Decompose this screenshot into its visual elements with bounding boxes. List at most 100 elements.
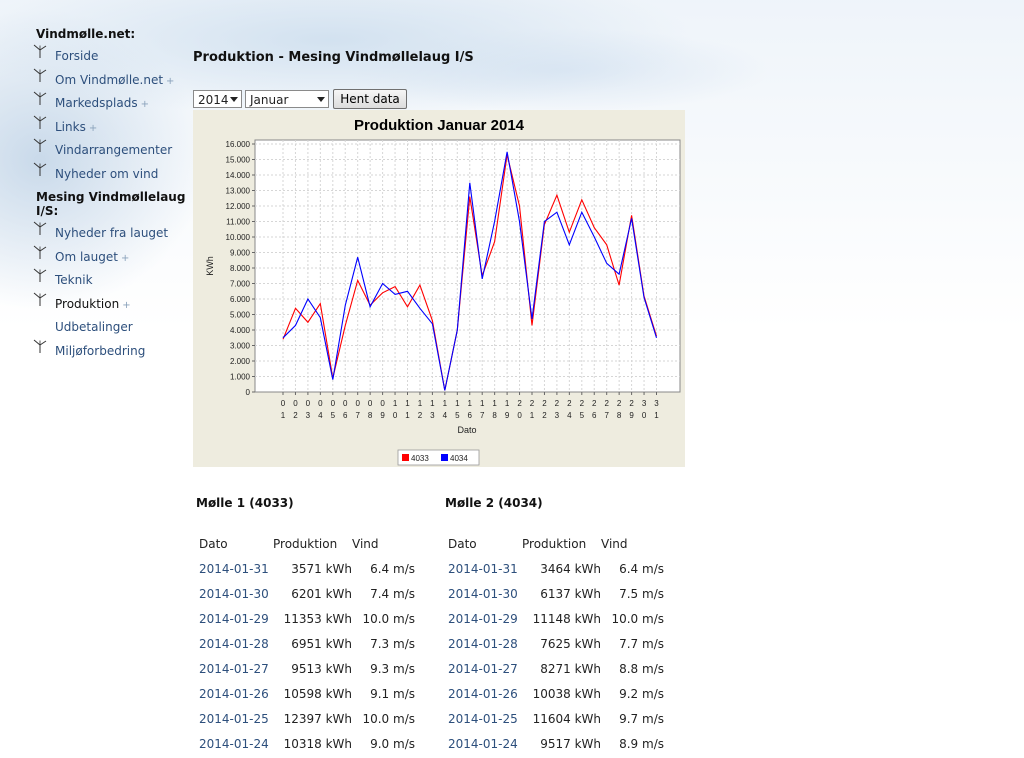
date-link[interactable]: 2014-01-25 <box>199 711 269 726</box>
sidebar-item-label[interactable]: Nyheder om vind <box>55 166 159 181</box>
sidebar-item-milj-forbedring[interactable]: Miljøforbedring <box>33 339 196 366</box>
sidebar-item-label[interactable]: Om Vindmølle.net <box>55 72 164 87</box>
sidebar-item-label[interactable]: Produktion <box>55 296 120 311</box>
expand-plus-icon[interactable]: + <box>140 99 149 110</box>
wind-cell: 9.3 m/s <box>370 661 415 676</box>
date-cell: 2014-01-29 <box>199 606 273 631</box>
windmill-icon <box>33 245 47 259</box>
table-row: 2014-01-25 11604 kWh 9.7 m/s <box>448 706 664 731</box>
production-cell: 11353 kWh <box>283 611 352 626</box>
expand-plus-icon[interactable]: + <box>166 75 175 87</box>
windmill-icon <box>33 221 47 235</box>
sidebar-item-teknik[interactable]: Teknik <box>33 268 196 295</box>
wind-cell: 9.0 m/s <box>370 736 415 751</box>
date-cell: 2014-01-28 <box>448 631 522 656</box>
date-link[interactable]: 2014-01-28 <box>199 636 269 651</box>
date-link[interactable]: 2014-01-29 <box>448 611 518 626</box>
sidebar-item-produktion[interactable]: Produktion + <box>33 292 196 319</box>
production-cell: 8271 kWh <box>540 661 601 676</box>
sidebar-item-om-vindm-lle-net[interactable]: Om Vindmølle.net + <box>33 68 196 95</box>
date-link[interactable]: 2014-01-24 <box>199 736 269 751</box>
sidebar-item-links[interactable]: Links + <box>33 115 196 142</box>
date-link[interactable]: 2014-01-24 <box>448 736 518 751</box>
date-link[interactable]: 2014-01-31 <box>199 561 269 576</box>
sidebar-item-udbetalinger[interactable]: Udbetalinger <box>36 318 196 342</box>
sidebar-item-om-lauget[interactable]: Om lauget + <box>33 245 196 272</box>
y-tick-label: 8.000 <box>230 264 251 273</box>
y-tick-label: 15.000 <box>226 156 251 165</box>
sidebar-item-label[interactable]: Teknik <box>55 273 93 287</box>
mill1-table: Dato Produktion Vind 2014-01-31 3571 kWh 6.4 … <box>199 531 415 756</box>
sidebar-item-label[interactable]: Markedsplads <box>55 96 138 110</box>
sidebar-item-label[interactable]: Miljøforbedring <box>55 343 146 358</box>
windmill-icon <box>33 268 47 282</box>
expand-plus-icon[interactable]: + <box>88 122 98 134</box>
column-header: Dato <box>199 536 228 551</box>
expand-plus-icon[interactable]: + <box>122 299 131 311</box>
date-link[interactable]: 2014-01-28 <box>448 636 518 651</box>
date-link[interactable]: 2014-01-27 <box>448 661 518 676</box>
y-tick-label: 12.000 <box>226 202 251 211</box>
sidebar-item-label[interactable]: Vindarrangementer <box>55 143 173 157</box>
date-link[interactable]: 2014-01-31 <box>448 561 518 576</box>
mill2-title: Mølle 2 (4034) <box>445 496 543 510</box>
column-header: Vind <box>601 536 628 551</box>
legend-swatch-4034 <box>441 454 448 461</box>
y-tick-label: 9.000 <box>230 249 251 258</box>
column-header: Produktion <box>273 536 338 551</box>
y-tick-label: 7.000 <box>230 280 251 289</box>
date-link[interactable]: 2014-01-26 <box>448 686 518 701</box>
date-link[interactable]: 2014-01-30 <box>448 586 518 601</box>
date-cell: 2014-01-24 <box>199 731 273 756</box>
fetch-data-button[interactable]: Hent data <box>333 89 407 109</box>
year-select[interactable]: 2014 <box>193 90 242 108</box>
sidebar-item-label[interactable]: Nyheder fra lauget <box>55 226 169 240</box>
sidebar-item-label[interactable]: Links <box>55 119 86 134</box>
production-chart: Produktion Januar 2014 0 1.000 2.000 3.000 4.… <box>193 110 685 467</box>
date-link[interactable]: 2014-01-25 <box>448 711 518 726</box>
date-link[interactable]: 2014-01-30 <box>199 586 269 601</box>
date-link[interactable]: 2014-01-26 <box>199 686 269 701</box>
date-cell: 2014-01-27 <box>199 656 273 681</box>
series-line-4034 <box>282 151 658 391</box>
windmill-icon <box>33 44 47 58</box>
expand-plus-icon[interactable]: + <box>120 252 130 264</box>
windmill-icon <box>33 138 47 152</box>
date-link[interactable]: 2014-01-29 <box>199 611 269 626</box>
wind-cell: 9.1 m/s <box>370 686 415 701</box>
sidebar-item-nyheder-om-vind[interactable]: Nyheder om vind <box>33 162 196 189</box>
sidebar-item-label[interactable]: Udbetalinger <box>55 320 133 334</box>
date-cell: 2014-01-29 <box>448 606 522 631</box>
sidebar-item-nyheder-fra-lauget[interactable]: Nyheder fra lauget <box>33 221 196 248</box>
sidebar-item-forside[interactable]: Forside <box>33 44 196 71</box>
table-row: 2014-01-26 10598 kWh 9.1 m/s <box>199 681 415 706</box>
chevron-down-icon <box>317 97 325 102</box>
production-cell: 3571 kWh <box>291 561 352 576</box>
sidebar-item-label[interactable]: Om lauget <box>55 249 118 264</box>
sidebar-list-site: Forside Om Vindmølle.net + Markedsplads + Lin… <box>33 44 196 189</box>
sidebar-item-label[interactable]: Forside <box>55 49 99 63</box>
month-select[interactable]: Januar <box>245 90 329 108</box>
production-cell: 3464 kWh <box>540 561 601 576</box>
wind-cell: 7.4 m/s <box>370 586 415 601</box>
x-axis-label: Dato <box>457 425 476 435</box>
sidebar-item-markedsplads[interactable]: Markedsplads + <box>33 91 196 118</box>
column-header: Dato <box>448 536 477 551</box>
wind-cell: 7.7 m/s <box>619 636 664 651</box>
date-link[interactable]: 2014-01-27 <box>199 661 269 676</box>
mill1-title: Mølle 1 (4033) <box>196 496 294 510</box>
date-cell: 2014-01-27 <box>448 656 522 681</box>
date-cell: 2014-01-30 <box>448 581 522 606</box>
sidebar-item-vindarrangementer[interactable]: Vindarrangementer <box>33 138 196 165</box>
